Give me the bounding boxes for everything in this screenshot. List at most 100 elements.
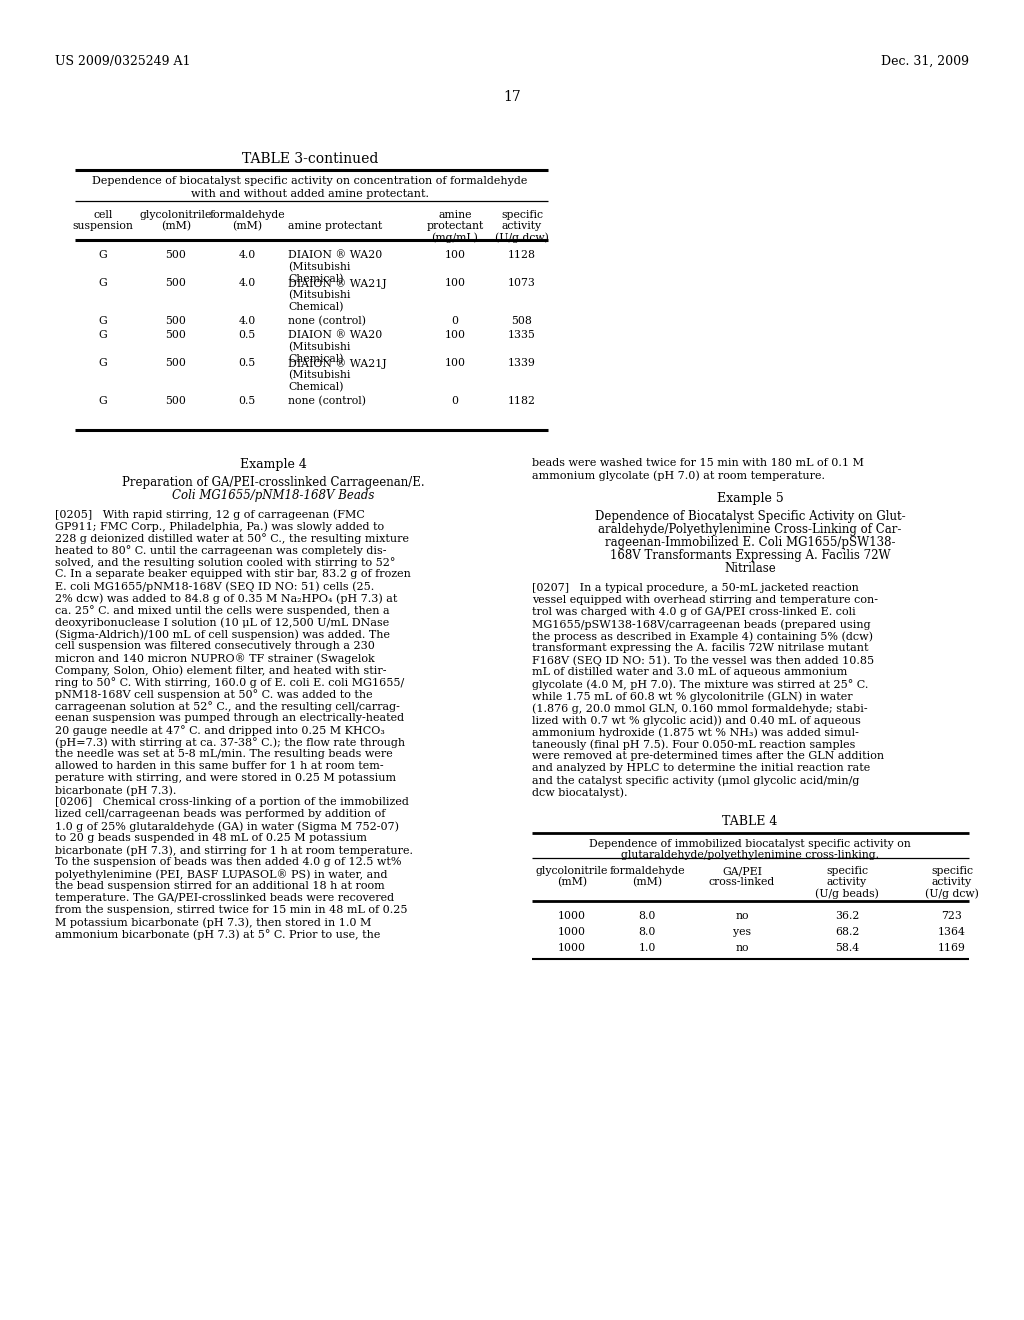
Text: G: G xyxy=(98,279,108,288)
Text: 100: 100 xyxy=(444,279,466,288)
Text: ammonium hydroxide (1.875 wt % NH₃) was added simul-: ammonium hydroxide (1.875 wt % NH₃) was … xyxy=(532,727,859,738)
Text: no: no xyxy=(735,911,749,921)
Text: 1.0: 1.0 xyxy=(638,942,655,953)
Text: 4.0: 4.0 xyxy=(239,279,256,288)
Text: 500: 500 xyxy=(166,315,186,326)
Text: 168V Transformants Expressing A. Facilis 72W: 168V Transformants Expressing A. Facilis… xyxy=(609,549,890,562)
Text: 36.2: 36.2 xyxy=(835,911,859,921)
Text: lized with 0.7 wt % glycolic acid)) and 0.40 mL of aqueous: lized with 0.7 wt % glycolic acid)) and … xyxy=(532,715,861,726)
Text: 508: 508 xyxy=(512,315,532,326)
Text: beads were washed twice for 15 min with 180 mL of 0.1 M: beads were washed twice for 15 min with … xyxy=(532,458,864,469)
Text: transformant expressing the A. facilis 72W nitrilase mutant: transformant expressing the A. facilis 7… xyxy=(532,643,868,653)
Text: F168V (SEQ ID NO: 51). To the vessel was then added 10.85: F168V (SEQ ID NO: 51). To the vessel was… xyxy=(532,655,874,665)
Text: perature with stirring, and were stored in 0.25 M potassium: perature with stirring, and were stored … xyxy=(55,774,396,783)
Text: Dec. 31, 2009: Dec. 31, 2009 xyxy=(881,55,969,69)
Text: yes: yes xyxy=(733,927,751,937)
Text: (mg/mL): (mg/mL) xyxy=(431,232,478,243)
Text: ammonium glycolate (pH 7.0) at room temperature.: ammonium glycolate (pH 7.0) at room temp… xyxy=(532,470,825,480)
Text: solved, and the resulting solution cooled with stirring to 52°: solved, and the resulting solution coole… xyxy=(55,557,395,568)
Text: 228 g deionized distilled water at 50° C., the resulting mixture: 228 g deionized distilled water at 50° C… xyxy=(55,533,409,544)
Text: 500: 500 xyxy=(166,396,186,407)
Text: cell suspension was filtered consecutively through a 230: cell suspension was filtered consecutive… xyxy=(55,642,375,651)
Text: 100: 100 xyxy=(444,249,466,260)
Text: 68.2: 68.2 xyxy=(835,927,859,937)
Text: GP911; FMC Corp., Philadelphia, Pa.) was slowly added to: GP911; FMC Corp., Philadelphia, Pa.) was… xyxy=(55,521,384,532)
Text: to 20 g beads suspended in 48 mL of 0.25 M potassium: to 20 g beads suspended in 48 mL of 0.25… xyxy=(55,833,367,843)
Text: from the suspension, stirred twice for 15 min in 48 mL of 0.25: from the suspension, stirred twice for 1… xyxy=(55,906,408,915)
Text: (mM): (mM) xyxy=(161,220,191,231)
Text: To the suspension of beads was then added 4.0 g of 12.5 wt%: To the suspension of beads was then adde… xyxy=(55,857,401,867)
Text: Example 4: Example 4 xyxy=(240,458,306,471)
Text: Dependence of Biocatalyst Specific Activity on Glut-: Dependence of Biocatalyst Specific Activ… xyxy=(595,510,905,523)
Text: specific: specific xyxy=(501,210,543,220)
Text: activity: activity xyxy=(932,876,972,887)
Text: allowed to harden in this same buffer for 1 h at room tem-: allowed to harden in this same buffer fo… xyxy=(55,762,384,771)
Text: TABLE 4: TABLE 4 xyxy=(722,814,777,828)
Text: 1182: 1182 xyxy=(508,396,536,407)
Text: 58.4: 58.4 xyxy=(835,942,859,953)
Text: (U/g dcw): (U/g dcw) xyxy=(925,888,979,899)
Text: (mM): (mM) xyxy=(557,876,587,887)
Text: protectant: protectant xyxy=(426,220,483,231)
Text: (Sigma-Aldrich)/100 mL of cell suspension) was added. The: (Sigma-Aldrich)/100 mL of cell suspensio… xyxy=(55,630,390,640)
Text: 1128: 1128 xyxy=(508,249,536,260)
Text: 100: 100 xyxy=(444,330,466,341)
Text: G: G xyxy=(98,330,108,341)
Text: US 2009/0325249 A1: US 2009/0325249 A1 xyxy=(55,55,190,69)
Text: specific: specific xyxy=(931,866,973,876)
Text: G: G xyxy=(98,358,108,368)
Text: none (control): none (control) xyxy=(288,315,366,326)
Text: 0.5: 0.5 xyxy=(239,358,256,368)
Text: and analyzed by HPLC to determine the initial reaction rate: and analyzed by HPLC to determine the in… xyxy=(532,763,870,774)
Text: (U/g beads): (U/g beads) xyxy=(815,888,879,899)
Text: TABLE 3-continued: TABLE 3-continued xyxy=(242,152,378,166)
Text: [0206]   Chemical cross-linking of a portion of the immobilized: [0206] Chemical cross-linking of a porti… xyxy=(55,797,409,807)
Text: 0: 0 xyxy=(452,396,459,407)
Text: G: G xyxy=(98,396,108,407)
Text: Example 5: Example 5 xyxy=(717,492,783,506)
Text: were removed at pre-determined times after the GLN addition: were removed at pre-determined times aft… xyxy=(532,751,884,762)
Text: trol was charged with 4.0 g of GA/PEI cross-linked E. coli: trol was charged with 4.0 g of GA/PEI cr… xyxy=(532,607,856,616)
Text: (U/g dcw): (U/g dcw) xyxy=(495,232,549,243)
Text: cell: cell xyxy=(93,210,113,220)
Text: 1339: 1339 xyxy=(508,358,536,368)
Text: 0.5: 0.5 xyxy=(239,330,256,341)
Text: Preparation of GA/PEI-crosslinked Carrageenan/E.: Preparation of GA/PEI-crosslinked Carrag… xyxy=(122,477,424,488)
Text: (Mitsubishi: (Mitsubishi xyxy=(288,290,350,301)
Text: 1000: 1000 xyxy=(558,927,586,937)
Text: C. In a separate beaker equipped with stir bar, 83.2 g of frozen: C. In a separate beaker equipped with st… xyxy=(55,569,411,579)
Text: lized cell/carrageenan beads was performed by addition of: lized cell/carrageenan beads was perform… xyxy=(55,809,385,818)
Text: Nitrilase: Nitrilase xyxy=(724,562,776,576)
Text: [0205]   With rapid stirring, 12 g of carrageenan (FMC: [0205] With rapid stirring, 12 g of carr… xyxy=(55,510,365,520)
Text: taneously (final pH 7.5). Four 0.050-mL reaction samples: taneously (final pH 7.5). Four 0.050-mL … xyxy=(532,739,855,750)
Text: carrageenan solution at 52° C., and the resulting cell/carrag-: carrageenan solution at 52° C., and the … xyxy=(55,701,400,711)
Text: G: G xyxy=(98,315,108,326)
Text: (Mitsubishi: (Mitsubishi xyxy=(288,342,350,352)
Text: the needle was set at 5-8 mL/min. The resulting beads were: the needle was set at 5-8 mL/min. The re… xyxy=(55,748,393,759)
Text: amine: amine xyxy=(438,210,472,220)
Text: Coli MG1655/pNM18-168V Beads: Coli MG1655/pNM18-168V Beads xyxy=(172,488,374,502)
Text: (pH=7.3) with stirring at ca. 37-38° C.); the flow rate through: (pH=7.3) with stirring at ca. 37-38° C.)… xyxy=(55,737,406,748)
Text: 20 gauge needle at 47° C. and dripped into 0.25 M KHCO₃: 20 gauge needle at 47° C. and dripped in… xyxy=(55,725,385,735)
Text: Dependence of biocatalyst specific activity on concentration of formaldehyde: Dependence of biocatalyst specific activ… xyxy=(92,176,527,186)
Text: (mM): (mM) xyxy=(232,220,262,231)
Text: ca. 25° C. and mixed until the cells were suspended, then a: ca. 25° C. and mixed until the cells wer… xyxy=(55,605,389,616)
Text: Chemical): Chemical) xyxy=(288,381,343,392)
Text: DIAION ® WA21J: DIAION ® WA21J xyxy=(288,358,387,368)
Text: DIAION ® WA21J: DIAION ® WA21J xyxy=(288,279,387,289)
Text: 17: 17 xyxy=(503,90,521,104)
Text: dcw biocatalyst).: dcw biocatalyst). xyxy=(532,787,628,797)
Text: mL of distilled water and 3.0 mL of aqueous ammonium: mL of distilled water and 3.0 mL of aque… xyxy=(532,667,848,677)
Text: none (control): none (control) xyxy=(288,396,366,407)
Text: 500: 500 xyxy=(166,249,186,260)
Text: 8.0: 8.0 xyxy=(638,911,655,921)
Text: Company, Solon, Ohio) element filter, and heated with stir-: Company, Solon, Ohio) element filter, an… xyxy=(55,665,386,676)
Text: 1169: 1169 xyxy=(938,942,966,953)
Text: bicarbonate (pH 7.3).: bicarbonate (pH 7.3). xyxy=(55,785,176,796)
Text: cross-linked: cross-linked xyxy=(709,876,775,887)
Text: (Mitsubishi: (Mitsubishi xyxy=(288,261,350,272)
Text: activity: activity xyxy=(827,876,867,887)
Text: suspension: suspension xyxy=(73,220,133,231)
Text: the bead suspension stirred for an additional 18 h at room: the bead suspension stirred for an addit… xyxy=(55,880,385,891)
Text: deoxyribonuclease I solution (10 μL of 12,500 U/mL DNase: deoxyribonuclease I solution (10 μL of 1… xyxy=(55,616,389,627)
